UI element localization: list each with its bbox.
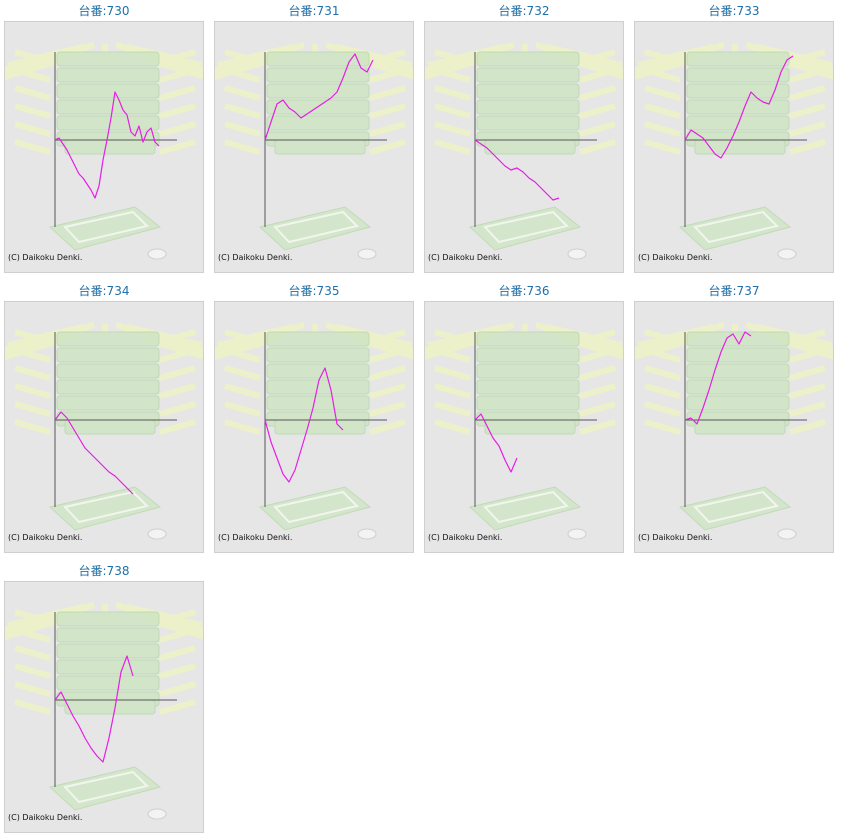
decor-coin-icon xyxy=(567,528,587,540)
copyright-text: (C) Daikoku Denki. xyxy=(428,533,503,542)
machine-card: 台番:732 (C) Daikoku Denki. xyxy=(424,4,624,273)
decor-bottom-tray xyxy=(468,486,582,531)
copyright-text: (C) Daikoku Denki. xyxy=(8,533,83,542)
graph-canvas xyxy=(425,321,623,540)
machine-number-link[interactable]: 台番:736 xyxy=(498,284,550,298)
decor-tray-stack xyxy=(56,331,160,435)
machine-card: 台番:737 (C) Daikoku Denki. xyxy=(634,284,834,553)
decor-rays xyxy=(425,321,623,435)
machine-card: 台番:735 (C) Daikoku Denki. xyxy=(214,284,414,553)
decor-tray-stack xyxy=(266,51,370,155)
decor-tray-stack xyxy=(476,51,580,155)
decor-tray-stack xyxy=(56,611,160,715)
decor-rays xyxy=(635,321,833,435)
copyright-text: (C) Daikoku Denki. xyxy=(8,813,83,822)
graph-canvas xyxy=(215,41,413,260)
decor-bottom-tray xyxy=(258,206,372,251)
copyright-text: (C) Daikoku Denki. xyxy=(638,253,713,262)
series-line xyxy=(684,55,794,159)
decor-coin-icon xyxy=(567,248,587,260)
series-line xyxy=(474,139,560,201)
slump-graph[interactable]: (C) Daikoku Denki. xyxy=(424,21,624,273)
decor-tray-stack xyxy=(686,331,790,435)
decor-bottom-tray xyxy=(48,486,162,531)
copyright-text: (C) Daikoku Denki. xyxy=(218,533,293,542)
copyright-text: (C) Daikoku Denki. xyxy=(8,253,83,262)
decor-coin-icon xyxy=(147,808,167,820)
decor-coin-icon xyxy=(147,528,167,540)
series-line xyxy=(54,411,134,495)
copyright-text: (C) Daikoku Denki. xyxy=(428,253,503,262)
graph-canvas xyxy=(5,601,203,820)
machine-card: 台番:733 (C) Daikoku Denki. xyxy=(634,4,834,273)
slump-graph[interactable]: (C) Daikoku Denki. xyxy=(214,301,414,553)
series-line xyxy=(264,53,374,141)
decor-bottom-tray xyxy=(258,486,372,531)
slump-graph[interactable]: (C) Daikoku Denki. xyxy=(634,21,834,273)
machine-card: 台番:731 (C) Daikoku Denki. xyxy=(214,4,414,273)
series-line xyxy=(54,91,160,199)
slump-graph[interactable]: (C) Daikoku Denki. xyxy=(424,301,624,553)
machine-card: 台番:736 (C) Daikoku Denki. xyxy=(424,284,624,553)
graph-canvas xyxy=(5,41,203,260)
machine-number-link[interactable]: 台番:733 xyxy=(708,4,760,18)
machine-card: 台番:730 (C) Daikoku Denki. xyxy=(4,4,204,273)
decor-bottom-tray xyxy=(48,766,162,811)
machine-card: 台番:734 (C) Daikoku Denki. xyxy=(4,284,204,553)
decor-coin-icon xyxy=(357,248,377,260)
slump-graph[interactable]: (C) Daikoku Denki. xyxy=(214,21,414,273)
slump-graph[interactable]: (C) Daikoku Denki. xyxy=(4,21,204,273)
decor-tray-stack xyxy=(266,331,370,435)
machine-number-link[interactable]: 台番:738 xyxy=(78,564,130,578)
decor-tray-stack xyxy=(476,331,580,435)
decor-coin-icon xyxy=(777,248,797,260)
series-line xyxy=(54,655,134,763)
decor-coin-icon xyxy=(777,528,797,540)
decor-coin-icon xyxy=(147,248,167,260)
graph-canvas xyxy=(5,321,203,540)
series-line xyxy=(264,367,344,483)
copyright-text: (C) Daikoku Denki. xyxy=(638,533,713,542)
graph-canvas xyxy=(635,41,833,260)
decor-coin-icon xyxy=(357,528,377,540)
machine-number-link[interactable]: 台番:734 xyxy=(78,284,130,298)
slump-graph[interactable]: (C) Daikoku Denki. xyxy=(634,301,834,553)
machine-card: 台番:738 (C) Daikoku Denki. xyxy=(4,564,204,833)
graph-canvas xyxy=(215,321,413,540)
machine-number-link[interactable]: 台番:735 xyxy=(288,284,340,298)
slump-graph[interactable]: (C) Daikoku Denki. xyxy=(4,301,204,553)
copyright-text: (C) Daikoku Denki. xyxy=(218,253,293,262)
graph-canvas xyxy=(635,321,833,540)
decor-tray-stack xyxy=(56,51,160,155)
slump-graph[interactable]: (C) Daikoku Denki. xyxy=(4,581,204,833)
decor-bottom-tray xyxy=(678,206,792,251)
decor-bottom-tray xyxy=(48,206,162,251)
machine-number-link[interactable]: 台番:730 xyxy=(78,4,130,18)
graph-canvas xyxy=(425,41,623,260)
machine-number-link[interactable]: 台番:732 xyxy=(498,4,550,18)
decor-tray-stack xyxy=(686,51,790,155)
series-line xyxy=(684,331,752,425)
decor-bottom-tray xyxy=(678,486,792,531)
machine-number-link[interactable]: 台番:737 xyxy=(708,284,760,298)
series-line xyxy=(474,413,518,473)
machine-number-link[interactable]: 台番:731 xyxy=(288,4,340,18)
decor-bottom-tray xyxy=(468,206,582,251)
